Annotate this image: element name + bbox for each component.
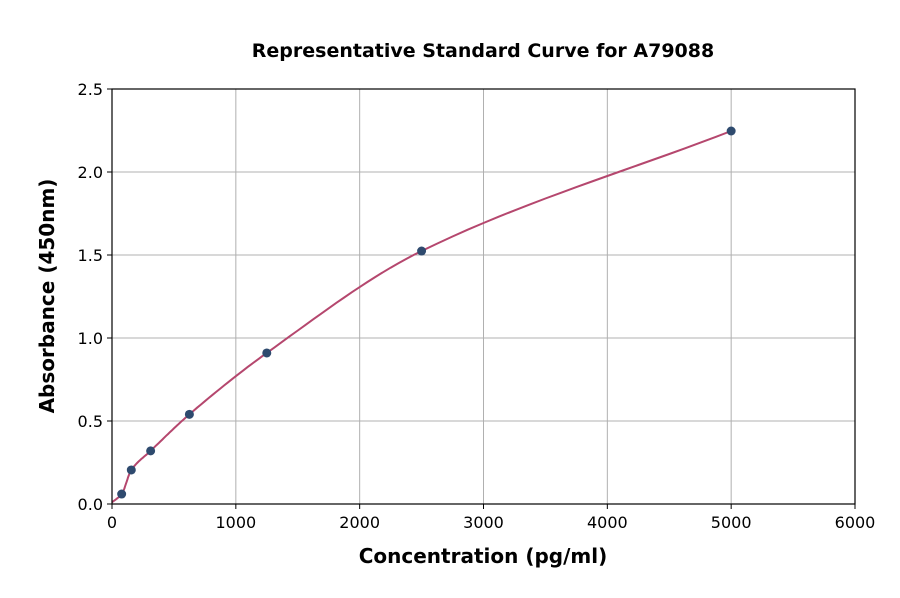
data-point xyxy=(417,246,427,256)
y-tick-label: 1.0 xyxy=(78,329,103,348)
y-tick-label: 2.5 xyxy=(78,80,103,99)
data-point xyxy=(726,126,736,136)
grid xyxy=(111,88,856,505)
data-point xyxy=(262,348,272,358)
y-tick-label: 0.0 xyxy=(78,495,103,514)
data-point xyxy=(146,446,156,456)
chart-title: Representative Standard Curve for A79088 xyxy=(252,40,714,62)
data-point xyxy=(126,465,136,475)
x-tick-label: 2000 xyxy=(339,513,380,532)
y-tick-label: 1.5 xyxy=(78,246,103,265)
data-point xyxy=(184,409,194,419)
fit-curve xyxy=(111,130,732,504)
x-tick-label: 6000 xyxy=(835,513,876,532)
x-tick-label: 1000 xyxy=(215,513,256,532)
y-axis-ticks: 0.0 0.5 1.0 1.5 2.0 2.5 xyxy=(78,80,112,514)
y-tick-label: 0.5 xyxy=(78,412,103,431)
data-points xyxy=(117,126,736,499)
x-tick-label: 0 xyxy=(107,513,117,532)
x-tick-label: 3000 xyxy=(463,513,504,532)
x-axis-label: Concentration (pg/ml) xyxy=(359,544,608,568)
y-tick-label: 2.0 xyxy=(78,163,103,182)
x-tick-label: 4000 xyxy=(587,513,628,532)
x-tick-label: 5000 xyxy=(711,513,752,532)
data-point xyxy=(117,489,127,499)
y-axis-label: Absorbance (450nm) xyxy=(35,179,59,414)
x-axis-ticks: 0 1000 2000 3000 4000 5000 6000 xyxy=(107,504,875,532)
